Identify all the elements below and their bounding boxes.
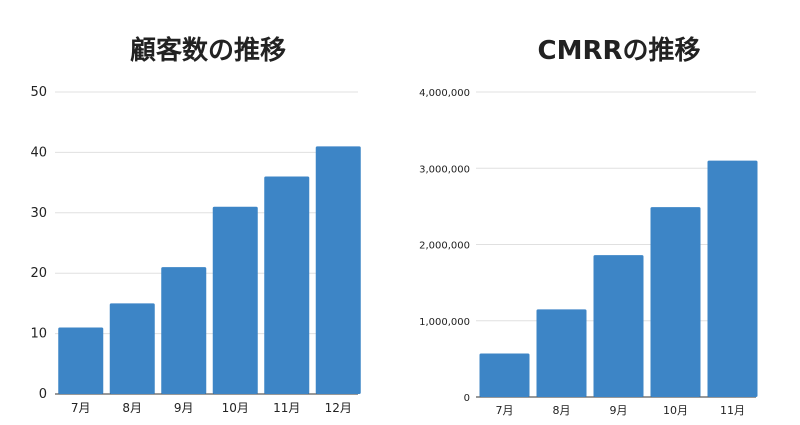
y-tick-label: 20 [30, 266, 47, 281]
bar [536, 309, 587, 397]
x-tick-label: 7月 [496, 404, 514, 417]
y-tick-label: 10 [30, 327, 47, 342]
y-tick-label: 0 [39, 387, 47, 402]
x-tick-label: 11月 [273, 401, 300, 415]
bar [593, 255, 644, 397]
x-tick-label: 9月 [174, 401, 194, 415]
y-tick-label: 1,000,000 [419, 317, 470, 328]
x-tick-label: 10月 [222, 401, 249, 415]
y-tick-label: 30 [30, 206, 47, 221]
customer-count-chart-svg: 0 10 20 30 40 50 7月 8月 9月 10月 11月 12月 [30, 85, 361, 415]
bar [109, 303, 155, 394]
chart-title: CMRRの推移 [537, 36, 701, 66]
x-tick-label: 7月 [71, 401, 91, 415]
x-tick-label: 8月 [122, 401, 142, 415]
bar [264, 176, 310, 394]
y-tick-label: 2,000,000 [419, 241, 470, 252]
bar [650, 207, 701, 397]
y-tick-label: 50 [30, 85, 47, 100]
bar [161, 267, 207, 394]
x-tick-label: 8月 [553, 404, 571, 417]
bar [58, 327, 104, 394]
bar [479, 353, 530, 397]
bar [315, 146, 361, 394]
y-tick-label: 0 [464, 393, 470, 404]
x-tick-label: 10月 [663, 404, 688, 417]
y-tick-label: 40 [30, 145, 47, 160]
y-tick-label: 3,000,000 [419, 164, 470, 175]
bar [212, 206, 258, 394]
x-tick-label: 9月 [610, 404, 628, 417]
chart-title: 顧客数の推移 [129, 36, 286, 66]
bar [707, 160, 758, 397]
x-tick-label: 12月 [325, 401, 352, 415]
x-tick-label: 11月 [720, 404, 745, 417]
y-tick-label: 4,000,000 [419, 88, 470, 99]
